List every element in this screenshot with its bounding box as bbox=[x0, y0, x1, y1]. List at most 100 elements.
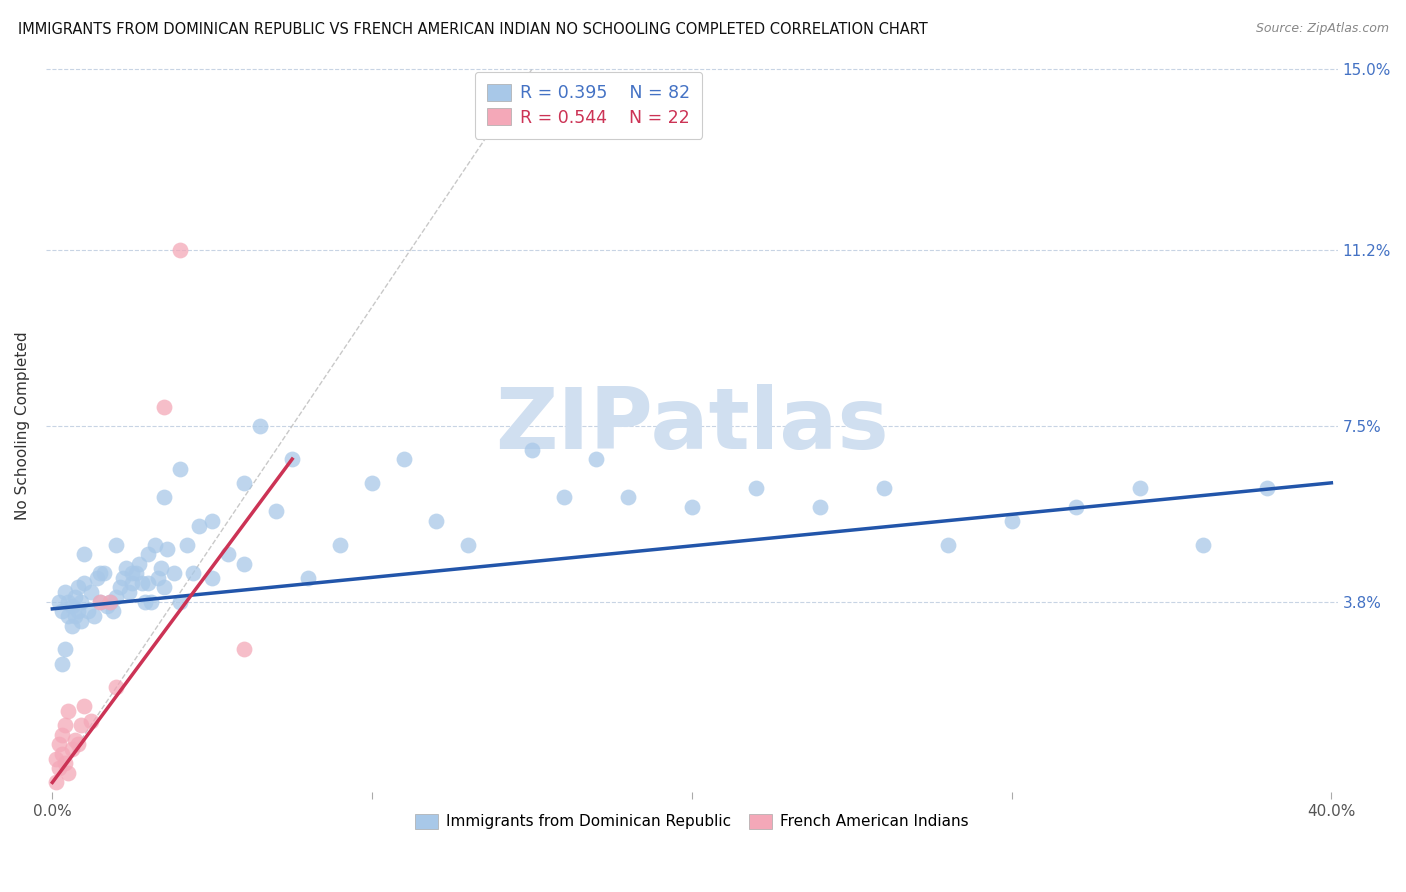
Point bbox=[48, 738, 70, 752]
Point bbox=[89, 595, 111, 609]
Point bbox=[105, 538, 128, 552]
Point bbox=[66, 581, 89, 595]
Point bbox=[134, 595, 156, 609]
Point bbox=[63, 590, 86, 604]
Point bbox=[58, 595, 80, 609]
Point bbox=[936, 538, 959, 552]
Point bbox=[329, 538, 352, 552]
Point bbox=[60, 599, 83, 614]
Point bbox=[66, 738, 89, 752]
Point bbox=[153, 581, 176, 595]
Point bbox=[153, 490, 176, 504]
Point bbox=[53, 642, 76, 657]
Point bbox=[201, 571, 224, 585]
Point bbox=[1001, 514, 1024, 528]
Point bbox=[131, 575, 153, 590]
Point bbox=[105, 681, 128, 695]
Point bbox=[1064, 500, 1087, 514]
Point bbox=[153, 400, 176, 414]
Point bbox=[48, 761, 70, 775]
Point bbox=[745, 481, 768, 495]
Point bbox=[115, 561, 138, 575]
Point bbox=[169, 595, 191, 609]
Point bbox=[176, 538, 198, 552]
Point bbox=[58, 609, 80, 624]
Point bbox=[118, 585, 141, 599]
Point bbox=[51, 728, 73, 742]
Point bbox=[53, 585, 76, 599]
Point bbox=[392, 452, 415, 467]
Point bbox=[136, 575, 159, 590]
Point bbox=[98, 595, 121, 609]
Point bbox=[105, 590, 128, 604]
Point bbox=[201, 514, 224, 528]
Point bbox=[141, 595, 163, 609]
Point bbox=[60, 742, 83, 756]
Point bbox=[53, 718, 76, 732]
Point bbox=[233, 642, 256, 657]
Point bbox=[51, 747, 73, 761]
Point bbox=[1128, 481, 1150, 495]
Point bbox=[233, 475, 256, 490]
Point bbox=[264, 504, 287, 518]
Point bbox=[96, 599, 118, 614]
Point bbox=[1192, 538, 1215, 552]
Point bbox=[93, 566, 115, 581]
Point bbox=[48, 595, 70, 609]
Y-axis label: No Schooling Completed: No Schooling Completed bbox=[15, 332, 30, 520]
Text: ZIPatlas: ZIPatlas bbox=[495, 384, 889, 467]
Point bbox=[45, 775, 67, 789]
Point bbox=[281, 452, 304, 467]
Point bbox=[121, 566, 143, 581]
Point bbox=[80, 585, 103, 599]
Legend: Immigrants from Dominican Republic, French American Indians: Immigrants from Dominican Republic, Fren… bbox=[409, 808, 974, 836]
Point bbox=[181, 566, 204, 581]
Point bbox=[58, 766, 80, 780]
Point bbox=[457, 538, 479, 552]
Point bbox=[297, 571, 319, 585]
Point bbox=[169, 243, 191, 257]
Point bbox=[124, 566, 146, 581]
Point bbox=[60, 618, 83, 632]
Point bbox=[121, 575, 143, 590]
Point bbox=[143, 538, 166, 552]
Point bbox=[51, 657, 73, 671]
Text: IMMIGRANTS FROM DOMINICAN REPUBLIC VS FRENCH AMERICAN INDIAN NO SCHOOLING COMPLE: IMMIGRANTS FROM DOMINICAN REPUBLIC VS FR… bbox=[18, 22, 928, 37]
Point bbox=[520, 442, 543, 457]
Point bbox=[617, 490, 640, 504]
Point bbox=[217, 547, 239, 561]
Point bbox=[873, 481, 896, 495]
Point bbox=[98, 595, 121, 609]
Point bbox=[128, 557, 150, 571]
Point bbox=[76, 604, 98, 618]
Point bbox=[553, 490, 575, 504]
Point bbox=[188, 518, 211, 533]
Point bbox=[70, 595, 93, 609]
Point bbox=[808, 500, 831, 514]
Text: Source: ZipAtlas.com: Source: ZipAtlas.com bbox=[1256, 22, 1389, 36]
Point bbox=[163, 566, 186, 581]
Point bbox=[101, 604, 124, 618]
Point bbox=[89, 566, 111, 581]
Point bbox=[1256, 481, 1278, 495]
Point bbox=[70, 718, 93, 732]
Point bbox=[136, 547, 159, 561]
Point bbox=[73, 575, 96, 590]
Point bbox=[80, 714, 103, 728]
Point bbox=[169, 461, 191, 475]
Point bbox=[156, 542, 179, 557]
Point bbox=[585, 452, 607, 467]
Point bbox=[73, 699, 96, 714]
Point bbox=[73, 547, 96, 561]
Point bbox=[146, 571, 169, 585]
Point bbox=[66, 604, 89, 618]
Point bbox=[53, 756, 76, 771]
Point bbox=[63, 732, 86, 747]
Point bbox=[361, 475, 384, 490]
Point bbox=[108, 581, 131, 595]
Point bbox=[83, 609, 105, 624]
Point bbox=[111, 571, 134, 585]
Point bbox=[58, 704, 80, 718]
Point bbox=[45, 752, 67, 766]
Point bbox=[86, 571, 108, 585]
